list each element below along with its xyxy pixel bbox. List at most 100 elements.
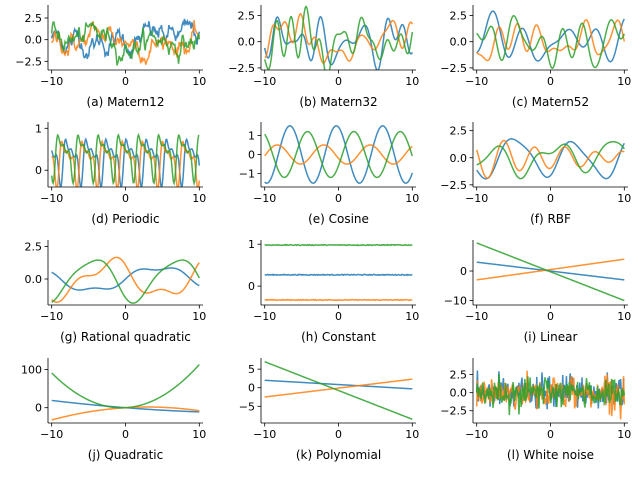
series-line-3 [51, 363, 200, 409]
y-tick-label: 5 [248, 363, 255, 376]
y-tick-label: 2.5 [450, 9, 468, 22]
x-tick-label: 10 [405, 75, 419, 88]
series-group [475, 138, 625, 180]
x-tick-label: −10 [253, 192, 276, 205]
y-tick-label: 0.0 [25, 34, 43, 47]
y-tick-label: 0.0 [450, 36, 468, 49]
series-line-3 [50, 132, 200, 187]
x-tick-label: 10 [617, 428, 631, 441]
subplot-constant: −10 0 10 0 1 (h) Constant [248, 238, 419, 344]
x-tick-label: −10 [40, 428, 63, 441]
series-line-1 [51, 267, 200, 291]
series-line-2 [264, 12, 413, 64]
series-group [476, 10, 626, 70]
subplot-polynomial: −10 0 10 −5 0 5 (k) Polynomial [239, 358, 419, 462]
y-tick-label: 0 [248, 149, 255, 162]
y-tick-label: 0.0 [25, 273, 43, 286]
x-tick-label: 10 [192, 75, 206, 88]
x-tick-label: 0 [122, 192, 129, 205]
series-line-1 [264, 379, 413, 390]
subplot-title: (e) Cosine [308, 212, 369, 226]
y-tick-label: 0.0 [450, 152, 468, 165]
y-tick-label: 0 [248, 382, 255, 395]
y-tick-label: 2.5 [25, 241, 43, 254]
series-line-2 [264, 144, 413, 165]
series-line-1 [50, 18, 201, 60]
subplot-title: (f) RBF [530, 212, 571, 226]
x-tick-label: 0 [547, 192, 554, 205]
subplot-title: (h) Constant [301, 330, 376, 344]
series-line-2 [264, 378, 413, 398]
x-tick-label: −10 [465, 310, 488, 323]
y-tick-label: 0 [248, 280, 255, 293]
subplot-periodic: −10 0 10 0 1 (d) Periodic [35, 122, 206, 226]
series-line-2 [475, 139, 625, 179]
x-tick-label: 10 [405, 310, 419, 323]
subplot-title: (i) Linear [524, 330, 578, 344]
series-group [50, 18, 201, 66]
y-tick-label: 0 [35, 164, 42, 177]
subplot-title: (l) White noise [507, 448, 594, 462]
series-line-3 [50, 21, 201, 66]
subplot-matern52: −10 0 10 −2.5 0.0 2.5 (c) Matern52 [440, 5, 631, 109]
x-tick-label: 10 [617, 75, 631, 88]
x-tick-label: −10 [40, 192, 63, 205]
y-tick-label: −2.5 [440, 405, 467, 418]
x-tick-label: 0 [547, 310, 554, 323]
series-line-3 [263, 5, 414, 70]
x-tick-label: −10 [465, 428, 488, 441]
x-tick-label: 0 [547, 75, 554, 88]
series-line-3 [476, 141, 625, 180]
x-tick-label: −10 [40, 75, 63, 88]
series-line-2 [476, 19, 626, 62]
subplot-title: (c) Matern52 [512, 95, 589, 109]
series-line-2 [51, 406, 200, 421]
series-line-2 [51, 256, 200, 303]
x-tick-label: 0 [335, 75, 342, 88]
y-tick-label: −5 [239, 400, 255, 413]
x-tick-label: −10 [253, 75, 276, 88]
series-line-3 [476, 242, 625, 302]
series-group [264, 243, 413, 302]
x-tick-label: 10 [405, 192, 419, 205]
series-line-2 [476, 258, 625, 281]
series-line-3 [476, 14, 626, 70]
series-group [475, 370, 626, 420]
subplot-cosine: −10 0 10−101(e) Cosine [239, 122, 419, 226]
y-tick-label: 0 [35, 402, 42, 415]
x-tick-label: 10 [192, 310, 206, 323]
x-tick-label: 10 [405, 428, 419, 441]
y-tick-label: 2.5 [450, 125, 468, 138]
x-tick-label: 10 [192, 192, 206, 205]
x-tick-label: 0 [335, 310, 342, 323]
subplot-matern32: −10 0 10 −2.5 0.0 2.5 (b) Matern32 [228, 5, 419, 109]
series-line-1 [264, 125, 414, 184]
y-tick-label: −2.5 [15, 55, 42, 68]
subplot-title: (j) Quadratic [88, 448, 163, 462]
subplot-title: (a) Matern12 [87, 95, 165, 109]
y-tick-label: −1 [239, 168, 255, 181]
y-tick-label: −2.5 [440, 62, 467, 75]
x-tick-label: 0 [335, 428, 342, 441]
subplot-title: (g) Rational quadratic [60, 330, 191, 344]
series-line-3 [475, 373, 626, 416]
series-line-3 [51, 259, 200, 304]
series-group [264, 125, 414, 184]
x-tick-label: 0 [122, 428, 129, 441]
series-group [50, 132, 201, 187]
y-tick-label: 1 [248, 238, 255, 251]
x-tick-label: 10 [617, 310, 631, 323]
subplot-linear: −10 0 10 −10 0 (i) Linear [444, 240, 631, 344]
subplot-rbf: −10 0 10 −2.5 0.0 2.5 (f) RBF [440, 122, 631, 226]
subplot-white: −10 0 10 −2.5 0.0 2.5 (l) White noise [440, 358, 631, 462]
subplot-title: (b) Matern32 [299, 95, 377, 109]
series-group [51, 256, 200, 304]
x-tick-label: 0 [122, 310, 129, 323]
series-line-1 [476, 138, 625, 180]
x-tick-label: −10 [465, 192, 488, 205]
y-tick-label: −2.5 [228, 62, 255, 75]
y-tick-label: 1 [35, 122, 42, 135]
series-line-1 [476, 10, 625, 63]
series-line-2 [51, 20, 201, 65]
y-tick-label: −10 [444, 295, 467, 308]
